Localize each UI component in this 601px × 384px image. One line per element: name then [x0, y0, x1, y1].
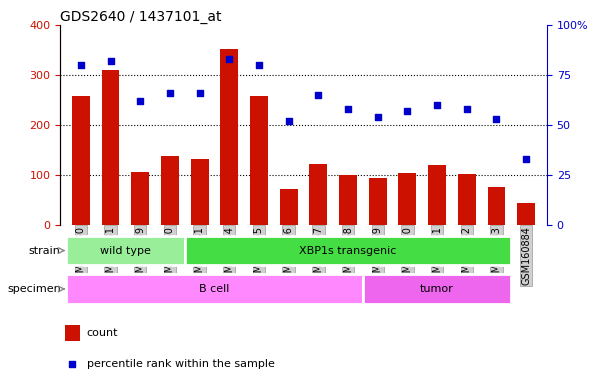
Bar [339, 175, 357, 225]
Point [462, 106, 472, 112]
Point [165, 90, 175, 96]
Bar [428, 165, 446, 225]
Point [254, 62, 264, 68]
Text: GDS2640 / 1437101_at: GDS2640 / 1437101_at [60, 10, 222, 24]
Bar [487, 187, 505, 225]
Text: wild type: wild type [100, 245, 151, 256]
Bar [72, 96, 90, 225]
Point [195, 90, 204, 96]
Point [403, 108, 412, 114]
Text: strain: strain [29, 245, 61, 256]
Point [432, 102, 442, 108]
Bar [65, 325, 79, 341]
Point [343, 106, 353, 112]
Bar [185, 236, 511, 265]
Bar [221, 49, 238, 225]
Bar [102, 70, 120, 225]
Bar [458, 174, 475, 225]
Point [284, 118, 293, 124]
Point [373, 114, 382, 120]
Bar [279, 189, 297, 225]
Bar [66, 274, 363, 304]
Bar [517, 203, 535, 225]
Bar [310, 164, 328, 225]
Bar [132, 172, 149, 225]
Bar [398, 173, 416, 225]
Point [106, 58, 115, 64]
Point [521, 156, 531, 162]
Text: count: count [87, 328, 118, 338]
Point [492, 116, 501, 122]
Point [67, 361, 77, 367]
Point [76, 62, 86, 68]
Bar [363, 274, 511, 304]
Point [314, 92, 323, 98]
Bar [250, 96, 268, 225]
Text: tumor: tumor [420, 284, 454, 294]
Bar [369, 178, 386, 225]
Bar [66, 236, 185, 265]
Bar [191, 159, 209, 225]
Text: percentile rank within the sample: percentile rank within the sample [87, 359, 275, 369]
Bar [161, 156, 179, 225]
Text: B cell: B cell [200, 284, 230, 294]
Text: specimen: specimen [7, 284, 61, 294]
Point [225, 56, 234, 62]
Point [135, 98, 145, 104]
Text: XBP1s transgenic: XBP1s transgenic [299, 245, 397, 256]
